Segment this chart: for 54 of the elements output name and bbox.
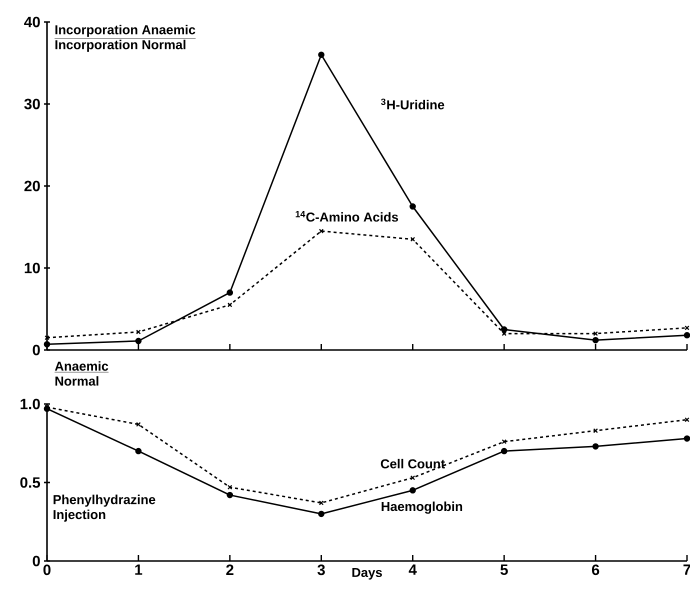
point bbox=[318, 510, 324, 518]
point bbox=[44, 335, 50, 340]
point bbox=[410, 475, 416, 480]
x-axis-title: Days bbox=[352, 568, 382, 580]
y-axis-title: Anaemic bbox=[54, 361, 108, 371]
point bbox=[684, 325, 690, 330]
x-tick-label: 6 bbox=[592, 564, 600, 576]
point bbox=[502, 439, 507, 444]
point bbox=[318, 500, 324, 506]
point bbox=[136, 422, 141, 427]
point bbox=[593, 331, 598, 336]
x-tick-label: 4 bbox=[408, 564, 417, 575]
y-tick-label: 0 bbox=[32, 556, 40, 566]
y-tick-label: 1.0 bbox=[20, 398, 40, 410]
x-tick-label: 1 bbox=[135, 564, 142, 575]
point bbox=[318, 52, 324, 58]
x-tick-label: 3 bbox=[317, 564, 325, 576]
point bbox=[135, 338, 142, 344]
y-tick-label: 0 bbox=[32, 344, 40, 356]
point bbox=[593, 428, 598, 434]
point bbox=[592, 336, 599, 344]
x-tick-label: 5 bbox=[500, 564, 508, 575]
y-tick-label: 0.5 bbox=[20, 477, 40, 488]
x-tick-label: 0 bbox=[43, 564, 51, 576]
point bbox=[500, 448, 508, 454]
annotation: Phenylhydrazine Injection bbox=[54, 494, 156, 522]
point bbox=[44, 341, 50, 348]
y-tick-label: 40 bbox=[24, 16, 40, 28]
series-label: $^{14}$C-Amino Acids bbox=[296, 210, 398, 222]
point bbox=[684, 332, 690, 338]
series-label: Haemoglobin bbox=[382, 502, 462, 514]
point bbox=[227, 484, 232, 490]
y-tick-label: 30 bbox=[24, 98, 40, 110]
text: Normal bbox=[55, 376, 98, 386]
point bbox=[684, 435, 690, 442]
point bbox=[226, 492, 234, 498]
x-tick-label: 2 bbox=[226, 564, 234, 575]
point bbox=[410, 203, 416, 210]
y-tick-label: 10 bbox=[24, 262, 40, 274]
series-label: $^{3}$H-Uridine bbox=[381, 98, 444, 110]
annotation: Incorporation Normal bbox=[55, 40, 186, 52]
point bbox=[135, 448, 142, 454]
point bbox=[136, 330, 141, 334]
y-axis-title: Incorporation Anaemic bbox=[55, 24, 196, 37]
point bbox=[227, 302, 232, 308]
series-label: Cell Count bbox=[380, 458, 445, 468]
point bbox=[592, 443, 599, 450]
y-tick-label: 20 bbox=[24, 180, 40, 192]
point bbox=[226, 289, 234, 296]
point bbox=[410, 487, 416, 494]
point bbox=[318, 228, 324, 234]
point bbox=[500, 326, 508, 333]
point bbox=[410, 236, 416, 242]
point bbox=[684, 417, 690, 422]
